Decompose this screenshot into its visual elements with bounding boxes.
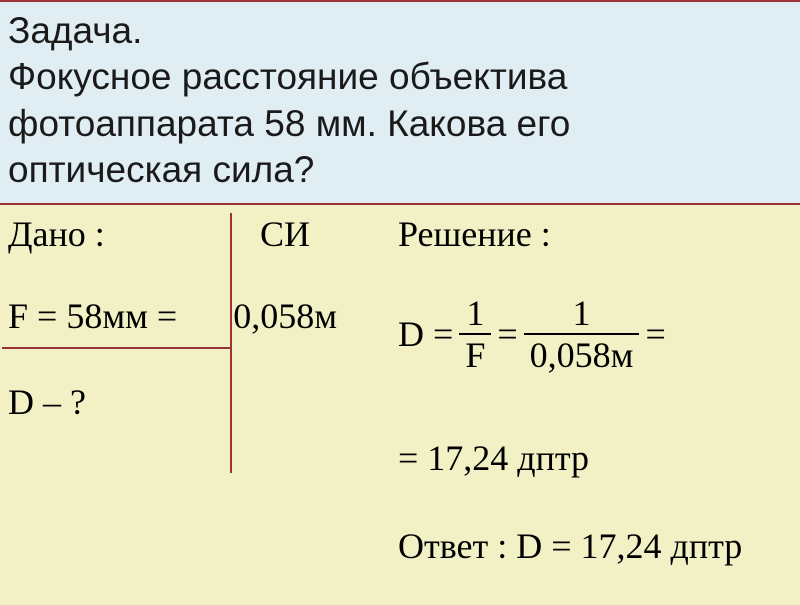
given-unknown: D – ? xyxy=(8,381,86,423)
horizontal-divider xyxy=(2,347,230,349)
frac2-num: 1 xyxy=(567,295,597,333)
fraction-2: 1 0,058м xyxy=(524,295,640,373)
problem-line-2: фотоаппарата 58 мм. Какова его xyxy=(8,101,792,147)
solution-label: Решение : xyxy=(398,213,798,255)
answer-line: Ответ : D = 17,24 дптр xyxy=(398,525,742,567)
problem-statement-box: Задача. Фокусное расстояние объектива фо… xyxy=(0,0,800,205)
f-si-value: 0,058м xyxy=(233,296,337,336)
frac1-den: F xyxy=(459,333,491,373)
frac1-num: 1 xyxy=(460,295,490,333)
formula-row: D = 1 F = 1 0,058м = xyxy=(398,295,666,373)
problem-line-3: оптическая сила? xyxy=(8,147,792,193)
given-label: Дано : xyxy=(8,213,378,255)
f-expression: F = 58мм = xyxy=(8,296,177,336)
problem-line-1: Фокусное расстояние объектива xyxy=(8,54,792,100)
fraction-1: 1 F xyxy=(459,295,491,373)
problem-title: Задача. xyxy=(8,8,792,54)
D-equals: D = xyxy=(398,313,453,355)
equals-2: = xyxy=(497,313,517,355)
given-focal-length: F = 58мм = 0,058м xyxy=(8,295,337,337)
si-label: СИ xyxy=(260,213,310,255)
solution-area: Дано : СИ F = 58мм = 0,058м D – ? Решени… xyxy=(0,205,800,605)
result-value: = 17,24 дптр xyxy=(398,437,589,479)
frac2-den: 0,058м xyxy=(524,333,640,373)
vertical-divider xyxy=(230,213,232,473)
equals-3: = xyxy=(645,313,665,355)
